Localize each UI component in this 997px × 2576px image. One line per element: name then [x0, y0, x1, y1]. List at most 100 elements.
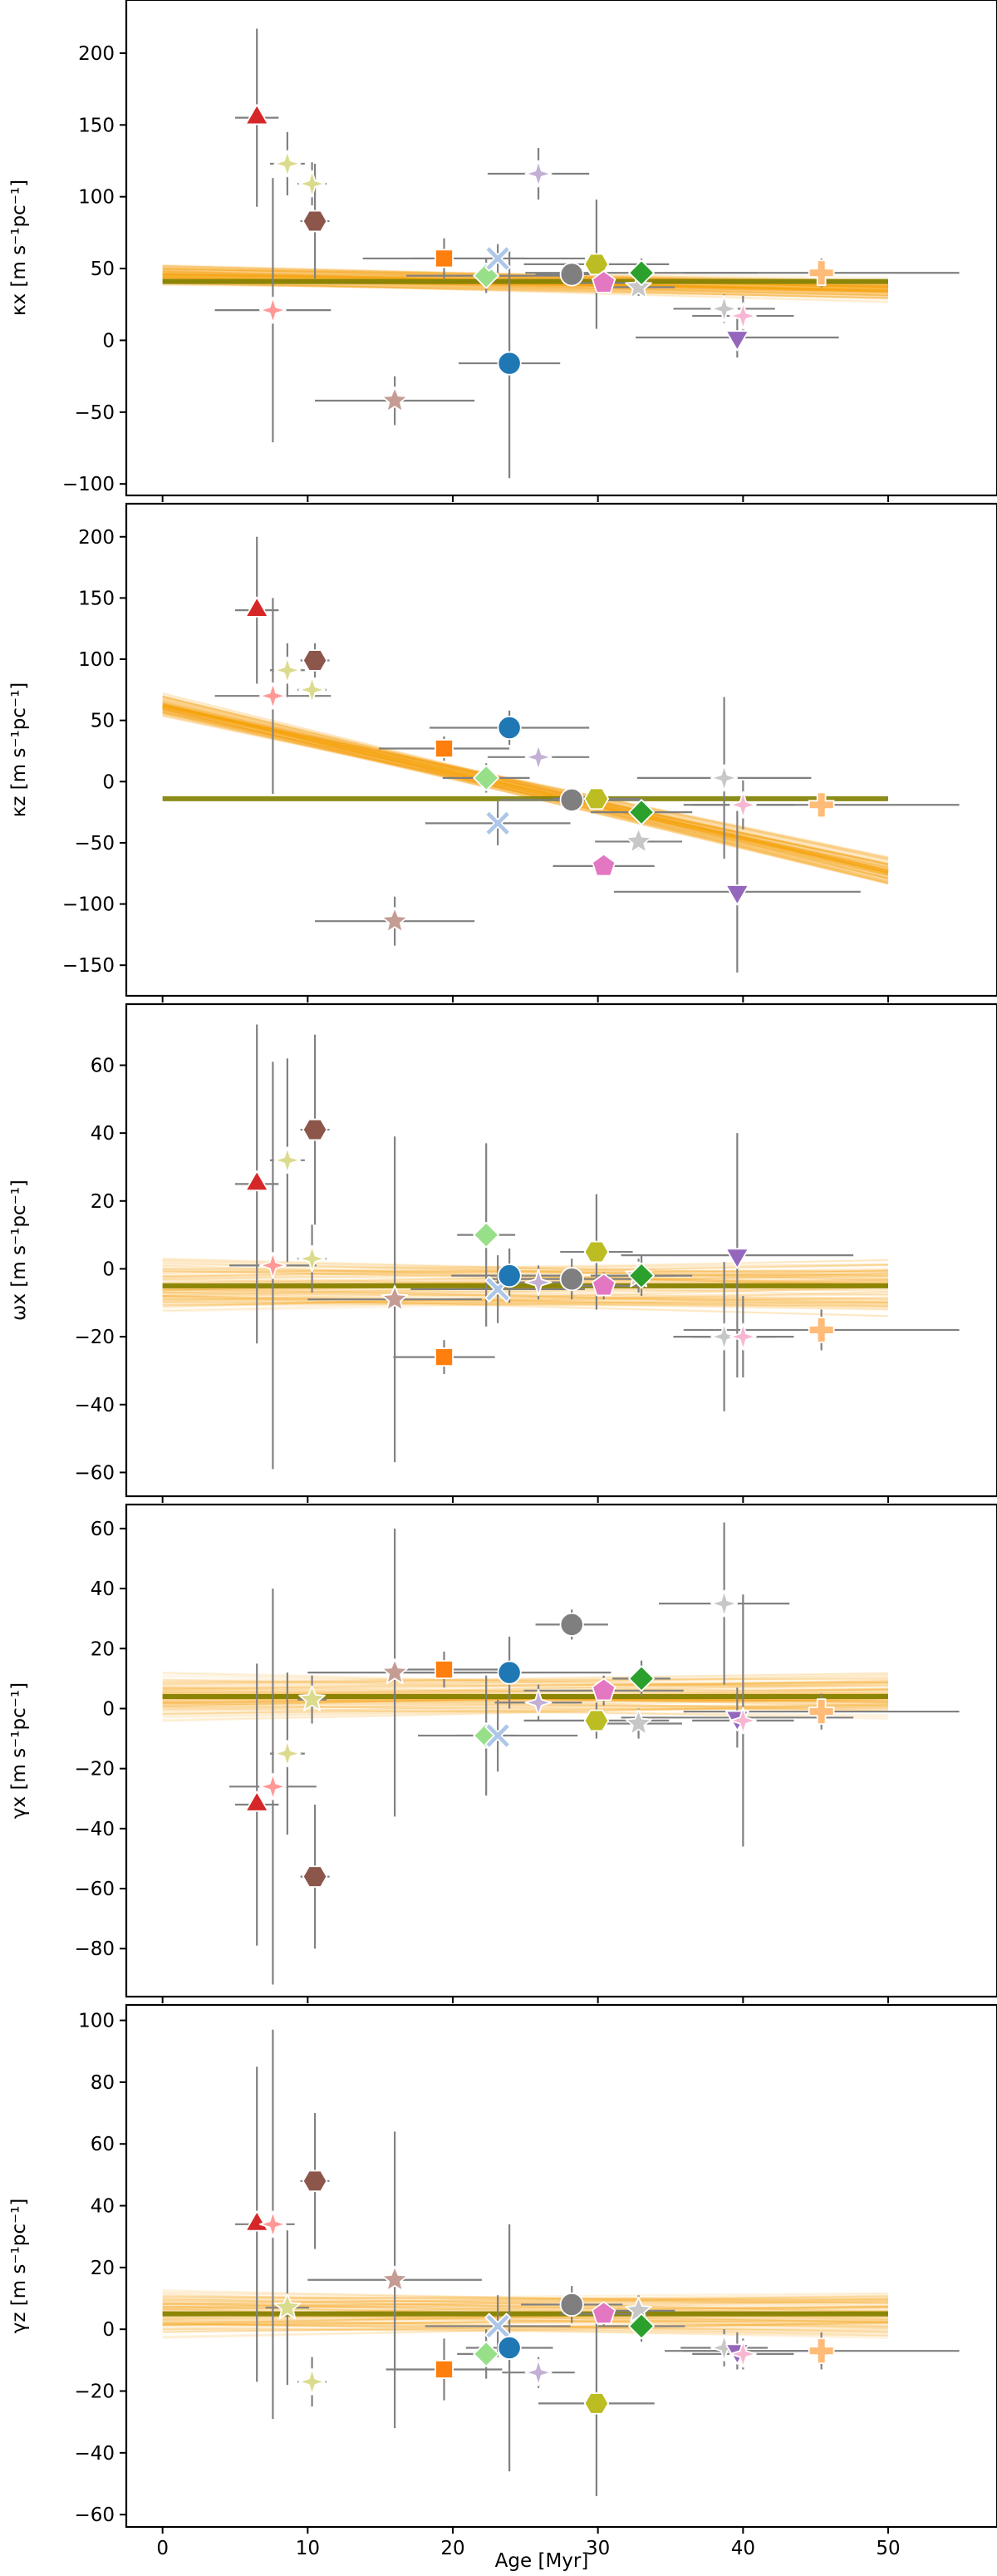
panel-2: −150 −100 −50 0 50 100 150 200 κz [m s⁻¹pc⁻¹] — [8, 502, 997, 1002]
x-tick-label: 50 — [876, 2538, 900, 2559]
data-point-pentagon — [592, 1273, 616, 1297]
trend-sample-line — [162, 1672, 889, 1684]
data-point-hexagon — [302, 649, 328, 672]
trend-sample-line — [162, 701, 889, 869]
trend-sample-line — [162, 1298, 889, 1302]
trend-sample-line — [162, 279, 889, 303]
trend-sample-line — [162, 1702, 889, 1713]
data-point-triangle-up — [244, 1790, 269, 1812]
data-point-circle — [559, 2292, 584, 2317]
data-points — [244, 596, 835, 933]
axes-frame — [125, 0, 997, 497]
plot-area — [162, 1522, 960, 1985]
y-tick-label: −60 — [74, 2505, 115, 2526]
trend-sample-line — [162, 2322, 889, 2340]
trend-sample-line — [162, 1702, 889, 1720]
data-point-diamond — [628, 1262, 655, 1289]
plot-area — [161, 536, 960, 973]
trend-sample-line — [162, 1705, 889, 1716]
data-point-plus — [808, 259, 835, 287]
plot-area — [162, 28, 960, 479]
y-tick-label: 20 — [91, 1638, 115, 1660]
data-point-star4 — [729, 2340, 757, 2368]
error-bars — [235, 2029, 960, 2496]
y-axis-label: γx [m s⁻¹pc⁻¹] — [8, 1682, 30, 1819]
data-point-plus — [808, 1317, 835, 1343]
data-point-pentagon — [592, 1677, 616, 1702]
data-point-diamond — [628, 1665, 655, 1692]
y-axis-ticks: −60 −40 −20 0 20 40 60 — [74, 1055, 126, 1484]
y-tick-label: 60 — [91, 1055, 115, 1076]
y-tick-label: 50 — [91, 259, 115, 280]
data-point-star4 — [273, 656, 302, 684]
y-tick-label: 100 — [78, 187, 115, 209]
trend-sample-line — [162, 1291, 889, 1300]
trend-sample-line — [162, 2292, 889, 2304]
plot-area — [162, 2029, 960, 2496]
data-point-star4 — [258, 1251, 287, 1279]
trend-sample-line — [162, 1294, 889, 1308]
data-point-triangle-down — [724, 884, 749, 906]
data-points — [244, 1118, 835, 1367]
y-tick-label: 0 — [102, 1698, 115, 1720]
trend-sample-line — [162, 1263, 889, 1274]
y-tick-label: −100 — [62, 894, 115, 916]
y-tick-label: −60 — [74, 1879, 115, 1900]
y-tick-label: 60 — [91, 1519, 115, 1540]
trend-sample-line — [162, 1258, 889, 1278]
trend-sample-line — [162, 282, 889, 299]
trend-sample-line — [162, 696, 889, 872]
data-point-star4 — [524, 743, 553, 771]
trend-sample-line — [162, 1703, 889, 1716]
trend-sample-line — [162, 701, 889, 869]
trend-sample-line — [162, 2307, 889, 2327]
y-tick-label: −40 — [74, 1819, 115, 1840]
x-axis-ticks — [161, 1997, 889, 2003]
data-point-hexagon — [583, 1709, 610, 1732]
data-point-triangle-up — [244, 104, 269, 126]
trend-sample-line — [162, 1682, 889, 1695]
trend-sample-line — [162, 704, 889, 858]
trend-sample-line — [162, 1707, 889, 1714]
trend-sample-line — [162, 1706, 889, 1711]
trend-sample-line — [162, 2322, 889, 2336]
trend-sample-line — [162, 1296, 889, 1313]
trend-sample-line — [162, 1258, 889, 1280]
data-point-star — [625, 827, 652, 854]
data-point-star — [625, 1709, 652, 1736]
trend-sample-line — [162, 709, 889, 879]
data-point-circle — [497, 351, 522, 376]
y-tick-label: 0 — [102, 330, 115, 352]
data-point-plus — [808, 791, 835, 819]
trend-sample-line — [162, 1264, 889, 1277]
trend-sample-line — [162, 2326, 889, 2337]
posterior-trend-lines — [162, 1671, 889, 1722]
y-tick-label: −100 — [62, 474, 115, 495]
trend-sample-line — [162, 1288, 889, 1293]
data-point-hexagon — [302, 1118, 328, 1141]
trend-sample-line — [162, 1298, 889, 1301]
trend-sample-line — [162, 1267, 889, 1281]
data-point-star — [381, 2265, 409, 2292]
trend-sample-line — [162, 1285, 889, 1302]
trend-sample-line — [162, 282, 889, 297]
trend-sample-line — [162, 1703, 889, 1719]
trend-sample-line — [162, 1295, 889, 1307]
trend-sample-line — [162, 1672, 889, 1686]
trend-sample-line — [162, 711, 889, 877]
data-point-star4 — [729, 1707, 757, 1735]
y-axis-ticks: −100 −50 0 50 100 150 200 — [62, 43, 126, 495]
trend-sample-line — [162, 1672, 889, 1692]
trend-sample-line — [162, 1268, 889, 1280]
trend-sample-line — [162, 1286, 889, 1309]
y-axis-label: γz [m s⁻¹pc⁻¹] — [8, 2199, 30, 2334]
trend-sample-line — [162, 2317, 889, 2324]
data-point-star4 — [258, 1772, 287, 1800]
trend-sample-line — [162, 2293, 889, 2314]
y-tick-label: 80 — [91, 2072, 115, 2094]
trend-sample-line — [162, 708, 889, 879]
data-point-triangle-up — [244, 596, 269, 618]
data-point-star4 — [258, 2210, 287, 2239]
y-axis-label: ωx [m s⁻¹pc⁻¹] — [8, 1180, 30, 1321]
trend-sample-line — [162, 283, 889, 295]
